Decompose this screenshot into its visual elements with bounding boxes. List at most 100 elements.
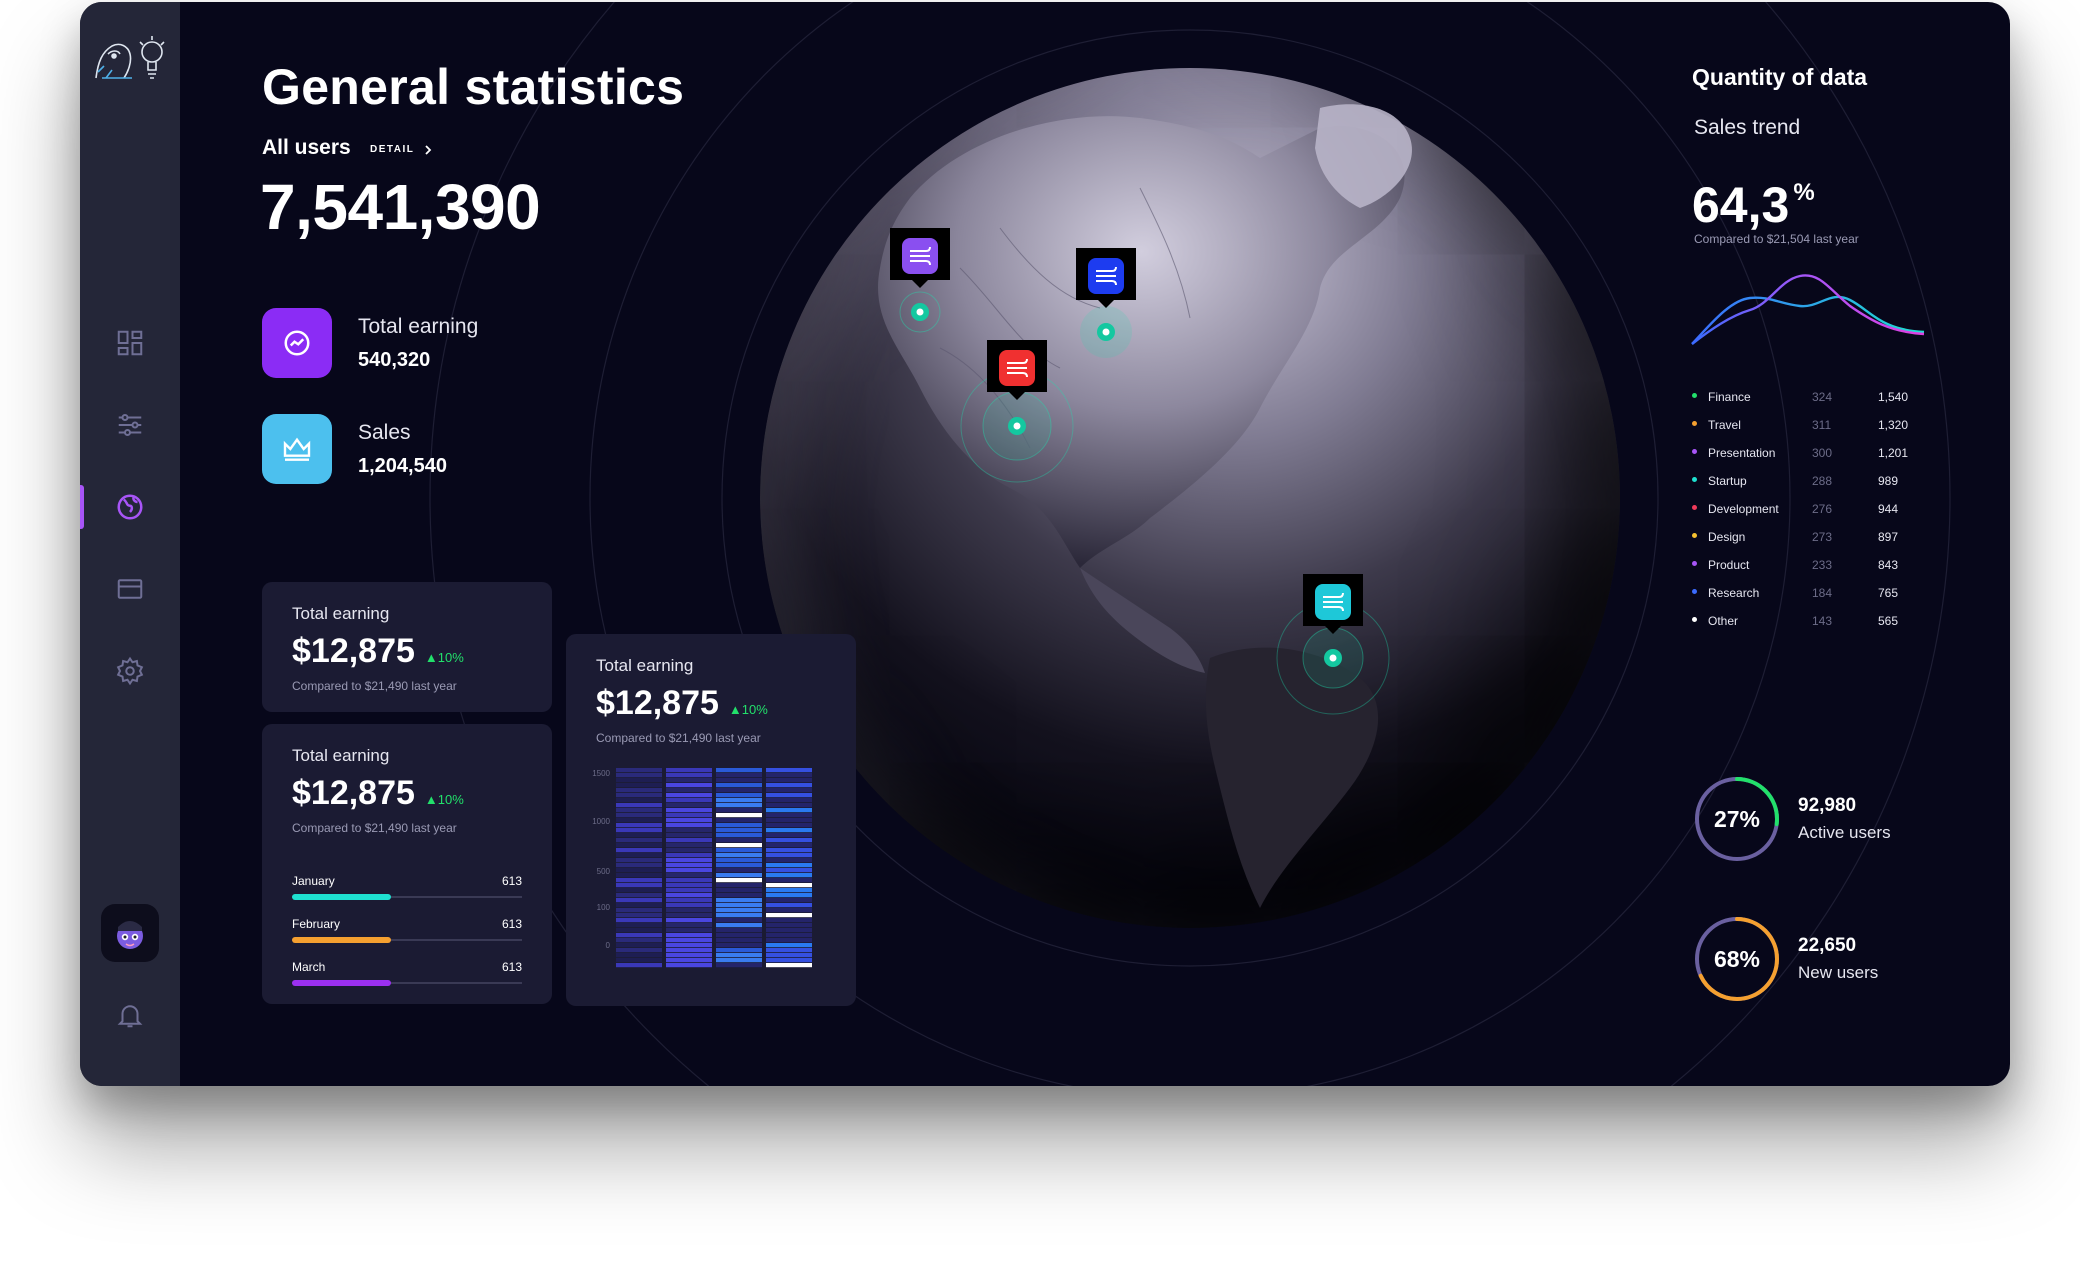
heatmap-cell [716, 918, 762, 923]
sales-trend-comparison: Compared to $21,504 last year [1694, 232, 1859, 246]
legend-name: Development [1708, 502, 1779, 516]
heatmap-cell [766, 788, 812, 793]
heatmap-cell [616, 768, 662, 773]
stat-sales[interactable]: Sales 1,204,540 [262, 414, 447, 484]
heatmap-cell [616, 783, 662, 788]
heatmap-cell [716, 813, 762, 818]
legend-count: 324 [1812, 390, 1833, 404]
heatmap-cell [716, 828, 762, 833]
heatmap-cell [766, 913, 812, 918]
legend-row: Research 184 765 [1690, 586, 1930, 614]
heatmap-cell [716, 898, 762, 903]
sliders-icon [118, 414, 142, 436]
heatmap-cell [716, 788, 762, 793]
main-content: General statistics All users DETAIL 7,54… [180, 2, 2010, 1086]
month-value: 613 [501, 960, 522, 974]
heatmap-cell [666, 823, 712, 828]
heatmap-cell [766, 918, 812, 923]
map-marker-red[interactable] [952, 336, 1082, 486]
heatmap-cell [616, 933, 662, 938]
map-marker-teal[interactable] [1268, 570, 1398, 720]
card-change: ▲10% [424, 650, 464, 665]
heatmap-cell [716, 908, 762, 913]
heatmap-cell [666, 778, 712, 783]
heatmap-cell [616, 903, 662, 908]
heatmap-cell [766, 903, 812, 908]
logo [95, 36, 165, 79]
heatmap-cell [616, 923, 662, 928]
heatmap-cell [716, 938, 762, 943]
nav-cards[interactable] [80, 564, 180, 614]
legend-count: 143 [1812, 614, 1833, 628]
card-change: ▲10% [424, 792, 464, 807]
heatmap-cell [766, 908, 812, 913]
map-marker-blue[interactable] [1056, 244, 1156, 384]
detail-link[interactable]: DETAIL [370, 144, 432, 155]
heatmap-cell [666, 933, 712, 938]
legend-name: Research [1708, 586, 1760, 600]
earning-card[interactable]: Total earning $12,875 ▲10% Compared to $… [262, 582, 552, 712]
heatmap-cell [616, 888, 662, 893]
heatmap-cell [716, 868, 762, 873]
legend-count: 300 [1812, 446, 1833, 460]
earning-heatmap-card[interactable]: Total earning $12,875 ▲10% Compared to $… [566, 634, 856, 1006]
earning-card-monthly[interactable]: Total earning $12,875 ▲10% Compared to $… [262, 724, 552, 1004]
map-marker-purple[interactable] [870, 224, 970, 364]
heatmap-cell [716, 933, 762, 938]
heatmap-tick-label: 500 [597, 867, 611, 876]
detail-label: DETAIL [370, 144, 415, 155]
heatmap-cell [716, 863, 762, 868]
heatmap-cell [766, 798, 812, 803]
kpi-active-users[interactable]: 27% 92,980 Active users [1692, 774, 1891, 864]
nav-dashboard[interactable] [80, 318, 180, 368]
heatmap-cell [616, 898, 662, 903]
card-comparison: Compared to $21,490 last year [292, 821, 457, 835]
heatmap-cell [716, 913, 762, 918]
heatmap-cell [616, 828, 662, 833]
bar-fill [292, 894, 391, 900]
heatmap-cell [616, 863, 662, 868]
heatmap-cell [666, 863, 712, 868]
heatmap-cell [766, 958, 812, 963]
legend-dot [1692, 393, 1697, 398]
stat-value: 1,204,540 [358, 454, 447, 477]
legend-name: Design [1708, 530, 1746, 544]
nav-globe[interactable] [80, 482, 180, 532]
legend-total: 1,540 [1878, 390, 1909, 404]
heatmap-cell [716, 793, 762, 798]
heatmap-cell [666, 813, 712, 818]
legend-count: 276 [1812, 502, 1833, 516]
legend-row: Design 273 897 [1690, 530, 1930, 558]
legend-dot [1692, 561, 1697, 566]
legend-dot [1692, 589, 1697, 594]
kpi-new-users[interactable]: 68% 22,650 New users [1692, 914, 1878, 1004]
heatmap-cell [766, 768, 812, 773]
heatmap-cell [716, 923, 762, 928]
heatmap-tick-label: 1500 [592, 769, 610, 778]
heatmap-cell [666, 918, 712, 923]
notifications-button[interactable] [80, 990, 180, 1040]
heatmap-cell [666, 833, 712, 838]
legend-dot [1692, 617, 1697, 622]
avatar[interactable] [101, 904, 159, 962]
legend-row: Other 143 565 [1690, 614, 1930, 642]
heatmap-cell [616, 838, 662, 843]
month-row: March 613 [292, 960, 522, 986]
month-row: February 613 [292, 917, 522, 943]
nav-settings[interactable] [80, 646, 180, 696]
all-users-label: All users [262, 136, 351, 159]
heatmap-cell [766, 818, 812, 823]
heatmap-cell [766, 773, 812, 778]
category-legend: Finance 324 1,540 Travel 311 1,320 Presentatio… [1690, 390, 1930, 642]
legend-row: Presentation 300 1,201 [1690, 446, 1930, 474]
heatmap-cell [666, 943, 712, 948]
credit-card-icon [117, 579, 143, 599]
heatmap-cell [716, 928, 762, 933]
card-title: Total earning [292, 604, 390, 623]
card-title: Total earning [596, 656, 694, 675]
legend-dot [1692, 421, 1697, 426]
nav-filters[interactable] [80, 400, 180, 450]
earth-globe[interactable] [760, 68, 1620, 928]
stat-total-earning[interactable]: Total earning 540,320 [262, 308, 478, 378]
heatmap-cell [716, 858, 762, 863]
